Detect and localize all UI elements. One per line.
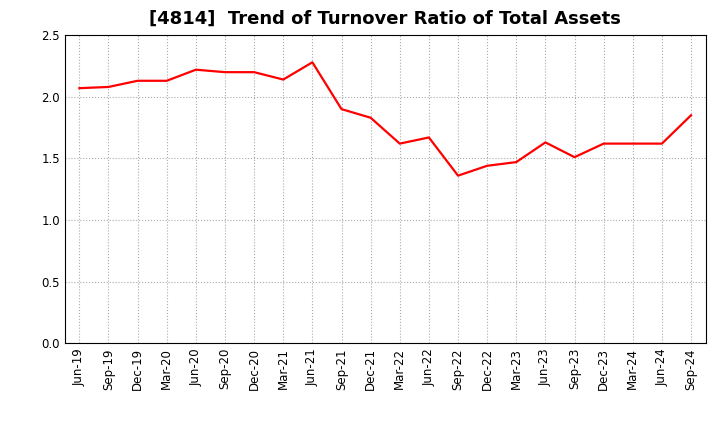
Title: [4814]  Trend of Turnover Ratio of Total Assets: [4814] Trend of Turnover Ratio of Total …	[149, 10, 621, 28]
